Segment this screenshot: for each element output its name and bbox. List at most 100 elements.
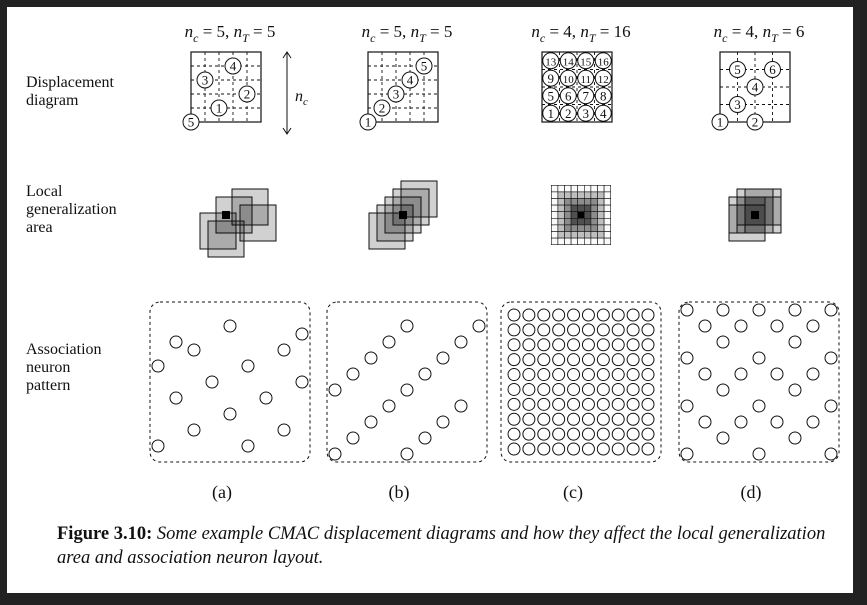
local-square [728, 196, 766, 234]
local-cell [570, 185, 578, 193]
neuron [537, 353, 551, 367]
neuron [716, 335, 730, 349]
neuron [522, 308, 536, 322]
neuron [641, 323, 655, 337]
neuron [552, 308, 566, 322]
neuron [641, 412, 655, 426]
displacement-marker [542, 87, 560, 105]
neuron-border [500, 301, 662, 463]
local-cell [590, 211, 598, 219]
neuron [611, 368, 625, 382]
neuron [151, 439, 165, 453]
neuron [596, 442, 610, 456]
displacement-marker [711, 113, 729, 131]
neuron [537, 368, 551, 382]
local-cell [590, 224, 598, 232]
neuron [522, 353, 536, 367]
displacement-marker [577, 87, 595, 105]
neuron [567, 412, 581, 426]
local-cell [597, 204, 605, 213]
local-cell [603, 191, 611, 199]
neuron [806, 367, 820, 381]
displacement-marker [373, 99, 391, 117]
neuron [641, 442, 655, 456]
displacement-number: 7 [583, 88, 590, 103]
neuron [596, 382, 610, 396]
row-label-association: neuron [26, 359, 70, 376]
displacement-marker [542, 52, 560, 70]
figure-page: Displacement diagram Local generalization ar… [7, 7, 853, 593]
local-cell [557, 198, 565, 206]
column-header: nc = 4, nT = 16 [531, 22, 630, 45]
neuron [507, 442, 521, 456]
displacement-number: 1 [548, 106, 555, 121]
local-cell [557, 185, 565, 193]
neuron [611, 412, 625, 426]
displacement-number: 11 [580, 74, 591, 86]
neuron [824, 447, 838, 461]
displacement-number: 5 [734, 62, 741, 77]
local-cell [583, 191, 592, 199]
neuron [382, 335, 396, 349]
association-neuron-pattern [149, 301, 311, 463]
displacement-number: 4 [600, 106, 607, 121]
neuron [507, 397, 521, 411]
neuron [277, 423, 291, 437]
row-label-displacement: Displacement [26, 74, 115, 91]
local-cell [557, 191, 565, 199]
displacement-marker [210, 99, 228, 117]
neuron [436, 415, 450, 429]
local-cell [564, 237, 572, 246]
local-cell [564, 224, 572, 232]
local-cell [603, 224, 611, 232]
neuron [752, 399, 766, 413]
neuron [626, 427, 640, 441]
displacement-marker [559, 69, 577, 87]
neuron [522, 338, 536, 352]
neuron [522, 412, 536, 426]
row-label-association: Association [26, 341, 102, 358]
neuron [596, 353, 610, 367]
local-center [751, 211, 759, 219]
neuron [626, 338, 640, 352]
local-cell [564, 191, 572, 199]
local-cell [583, 198, 592, 206]
local-cell [590, 231, 598, 239]
neuron [223, 319, 237, 333]
local-cell [550, 198, 559, 206]
neuron [418, 367, 432, 381]
neuron [537, 308, 551, 322]
neuron [400, 447, 414, 461]
nc-arrow-head [282, 127, 292, 135]
displacement-number: 3 [393, 87, 400, 102]
neuron [680, 399, 694, 413]
local-cell [557, 231, 565, 239]
neuron [596, 412, 610, 426]
neuron [788, 335, 802, 349]
neuron [507, 338, 521, 352]
local-cell [583, 211, 592, 219]
local-cell [597, 191, 605, 199]
neuron [626, 397, 640, 411]
local-cell [564, 198, 572, 206]
local-cell [603, 231, 611, 239]
displacement-number: 3 [583, 106, 590, 121]
neuron [611, 427, 625, 441]
displacement-marker [577, 104, 595, 122]
neuron [567, 442, 581, 456]
column-header: nc = 5, nT = 5 [185, 22, 276, 45]
neuron [716, 431, 730, 445]
local-cell [570, 237, 578, 246]
local-cell [603, 198, 611, 206]
displacement-number: 1 [365, 115, 372, 130]
local-cell [564, 231, 572, 239]
displacement-marker [594, 69, 612, 87]
row-label-association: pattern [26, 377, 70, 394]
displacement-marker [729, 61, 746, 78]
displacement-marker [415, 57, 433, 75]
displacement-number: 2 [752, 115, 759, 130]
local-center [399, 211, 407, 219]
displacement-number: 4 [752, 80, 759, 95]
